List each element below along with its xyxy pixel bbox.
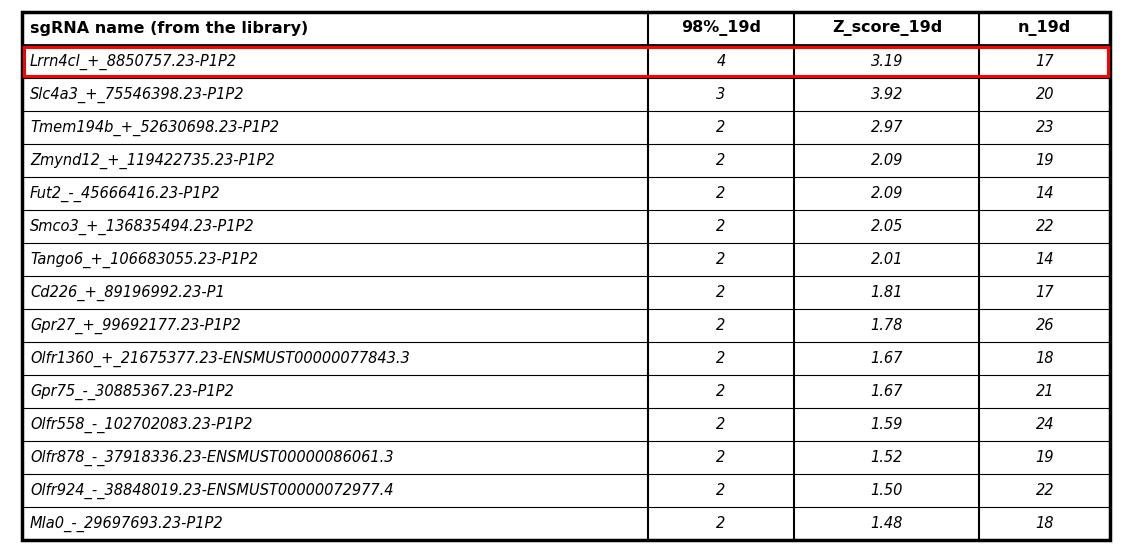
Text: 1.52: 1.52	[871, 450, 903, 465]
Text: Tmem194b_+_52630698.23-P1P2: Tmem194b_+_52630698.23-P1P2	[29, 120, 279, 136]
Text: 2: 2	[716, 483, 725, 498]
Text: 14: 14	[1036, 186, 1054, 201]
Text: sgRNA name (from the library): sgRNA name (from the library)	[29, 21, 308, 36]
Text: 4: 4	[716, 54, 725, 69]
Text: 2: 2	[716, 384, 725, 399]
Text: 1.48: 1.48	[871, 516, 903, 531]
Text: 2: 2	[716, 417, 725, 432]
Text: Lrrn4cl_+_8850757.23-P1P2: Lrrn4cl_+_8850757.23-P1P2	[29, 53, 237, 70]
Text: 2: 2	[716, 351, 725, 366]
Text: 98%_19d: 98%_19d	[681, 20, 761, 37]
Text: 2: 2	[716, 318, 725, 333]
Text: 17: 17	[1036, 285, 1054, 300]
Text: 14: 14	[1036, 252, 1054, 267]
Text: 1.67: 1.67	[871, 351, 903, 366]
Text: 2.09: 2.09	[871, 186, 903, 201]
Text: Olfr878_-_37918336.23-ENSMUST00000086061.3: Olfr878_-_37918336.23-ENSMUST00000086061…	[29, 449, 393, 465]
Text: 18: 18	[1036, 516, 1054, 531]
Text: 22: 22	[1036, 219, 1054, 234]
Text: 1.78: 1.78	[871, 318, 903, 333]
Text: 2: 2	[716, 285, 725, 300]
Text: 2.09: 2.09	[871, 153, 903, 168]
Text: 26: 26	[1036, 318, 1054, 333]
Text: Z_score_19d: Z_score_19d	[832, 20, 942, 37]
Text: Smco3_+_136835494.23-P1P2: Smco3_+_136835494.23-P1P2	[29, 218, 255, 234]
Text: 19: 19	[1036, 450, 1054, 465]
Text: 1.81: 1.81	[871, 285, 903, 300]
Text: n_19d: n_19d	[1019, 20, 1072, 37]
Text: 1.59: 1.59	[871, 417, 903, 432]
Text: Mla0_-_29697693.23-P1P2: Mla0_-_29697693.23-P1P2	[29, 515, 223, 532]
Text: 24: 24	[1036, 417, 1054, 432]
Text: 2.05: 2.05	[871, 219, 903, 234]
Text: Fut2_-_45666416.23-P1P2: Fut2_-_45666416.23-P1P2	[29, 186, 221, 202]
Text: 3: 3	[716, 87, 725, 102]
Text: 2: 2	[716, 219, 725, 234]
Text: 2: 2	[716, 450, 725, 465]
Text: 2: 2	[716, 516, 725, 531]
Text: 3.19: 3.19	[871, 54, 903, 69]
Text: 2: 2	[716, 153, 725, 168]
Text: Zmynd12_+_119422735.23-P1P2: Zmynd12_+_119422735.23-P1P2	[29, 152, 274, 168]
Text: 2: 2	[716, 186, 725, 201]
Text: 2: 2	[716, 120, 725, 135]
Text: Slc4a3_+_75546398.23-P1P2: Slc4a3_+_75546398.23-P1P2	[29, 86, 245, 102]
Text: 18: 18	[1036, 351, 1054, 366]
Text: 20: 20	[1036, 87, 1054, 102]
Text: 1.50: 1.50	[871, 483, 903, 498]
Bar	[24, 47, 1108, 76]
Text: Cd226_+_89196992.23-P1: Cd226_+_89196992.23-P1	[29, 284, 224, 301]
Text: Gpr27_+_99692177.23-P1P2: Gpr27_+_99692177.23-P1P2	[29, 317, 240, 334]
Text: 17: 17	[1036, 54, 1054, 69]
Text: 1.67: 1.67	[871, 384, 903, 399]
Text: Tango6_+_106683055.23-P1P2: Tango6_+_106683055.23-P1P2	[29, 252, 258, 268]
Text: 2: 2	[716, 252, 725, 267]
Text: 23: 23	[1036, 120, 1054, 135]
Text: Gpr75_-_30885367.23-P1P2: Gpr75_-_30885367.23-P1P2	[29, 383, 233, 399]
Text: Olfr1360_+_21675377.23-ENSMUST00000077843.3: Olfr1360_+_21675377.23-ENSMUST0000007784…	[29, 350, 410, 367]
Text: 21: 21	[1036, 384, 1054, 399]
Text: Olfr558_-_102702083.23-P1P2: Olfr558_-_102702083.23-P1P2	[29, 417, 253, 433]
Text: 3.92: 3.92	[871, 87, 903, 102]
Text: 2.01: 2.01	[871, 252, 903, 267]
Text: 19: 19	[1036, 153, 1054, 168]
Text: 2.97: 2.97	[871, 120, 903, 135]
Text: Olfr924_-_38848019.23-ENSMUST00000072977.4: Olfr924_-_38848019.23-ENSMUST00000072977…	[29, 483, 393, 499]
Text: 22: 22	[1036, 483, 1054, 498]
